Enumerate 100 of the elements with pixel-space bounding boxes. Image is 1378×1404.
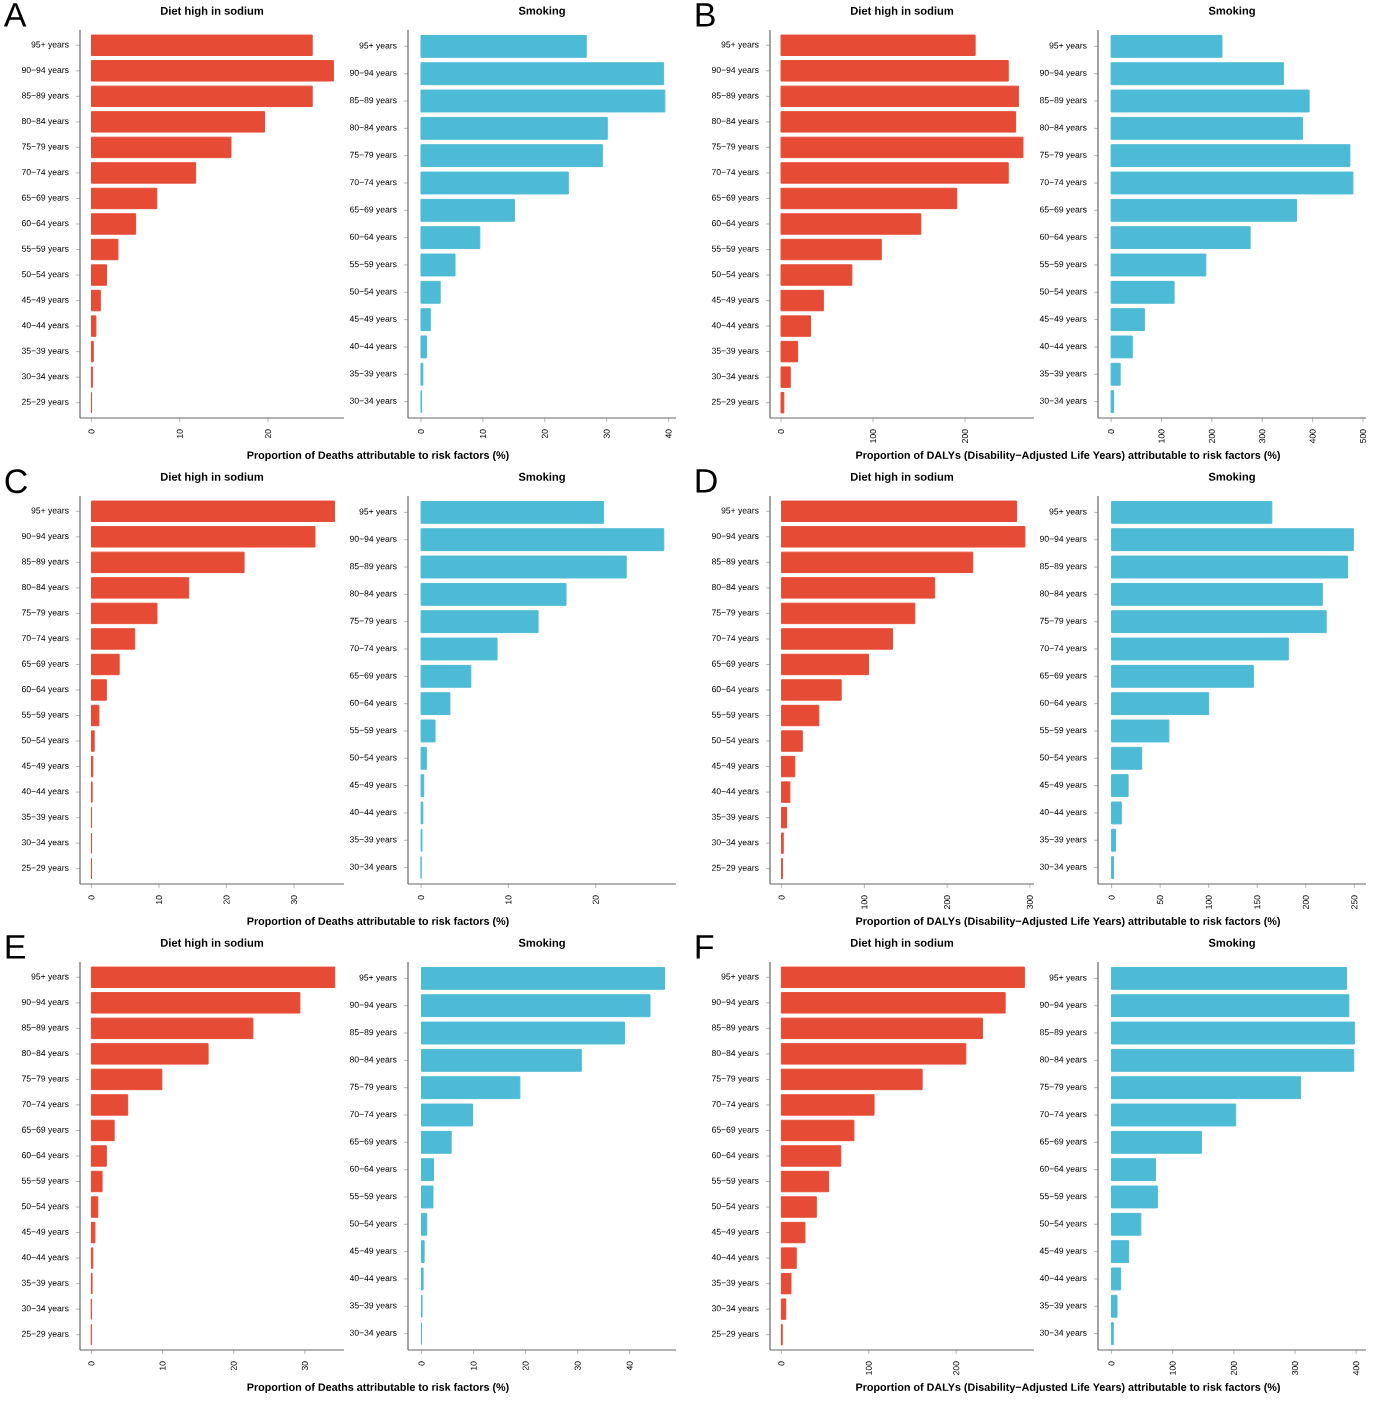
bar xyxy=(420,692,451,716)
bar xyxy=(90,136,232,159)
bar xyxy=(90,500,336,523)
bar xyxy=(420,116,608,140)
bar xyxy=(420,89,666,113)
bar xyxy=(1110,966,1347,990)
bar xyxy=(780,340,799,363)
bar xyxy=(781,704,820,727)
bar xyxy=(90,238,119,261)
bar xyxy=(1111,500,1273,524)
bar xyxy=(420,746,427,770)
bar xyxy=(1110,1021,1355,1045)
bar xyxy=(780,34,976,57)
bar xyxy=(780,1170,830,1193)
bar xyxy=(1111,746,1143,770)
bar xyxy=(90,264,107,286)
bar xyxy=(420,198,515,222)
bar xyxy=(1111,801,1122,825)
bar xyxy=(1110,335,1133,359)
bar xyxy=(1110,1240,1130,1264)
bar xyxy=(420,171,569,195)
bar xyxy=(780,289,824,312)
bar xyxy=(421,994,651,1018)
bar xyxy=(1110,253,1207,277)
bar xyxy=(1111,719,1170,743)
bar xyxy=(1110,144,1351,168)
bar xyxy=(780,162,1009,184)
bar xyxy=(1110,116,1304,140)
bar xyxy=(780,213,922,235)
bar xyxy=(1110,1158,1157,1182)
bar xyxy=(780,1145,842,1167)
bar xyxy=(90,315,97,337)
bar xyxy=(781,755,796,778)
bar xyxy=(1111,637,1289,661)
bar xyxy=(780,1068,923,1091)
bar xyxy=(1110,171,1354,195)
bar xyxy=(90,704,100,727)
bar xyxy=(1111,692,1210,716)
bar xyxy=(1110,1048,1355,1072)
bar xyxy=(420,144,603,168)
bar xyxy=(90,628,136,650)
bar xyxy=(420,719,436,743)
bar xyxy=(781,602,916,625)
bar xyxy=(1111,610,1327,634)
bar xyxy=(90,1145,107,1167)
bar xyxy=(780,315,811,337)
bar xyxy=(1110,1076,1302,1100)
bar xyxy=(421,966,666,990)
bar xyxy=(90,577,190,599)
bar xyxy=(90,187,158,210)
bar xyxy=(780,1298,787,1320)
bar xyxy=(421,1185,434,1209)
bar xyxy=(780,1119,855,1142)
bar xyxy=(781,577,936,599)
bar xyxy=(1111,774,1129,798)
bar xyxy=(1110,994,1350,1018)
bar xyxy=(420,62,665,86)
bar xyxy=(90,1119,115,1142)
bar xyxy=(90,111,266,133)
bar xyxy=(90,289,101,312)
bar xyxy=(780,1094,875,1116)
bar xyxy=(1111,555,1349,579)
bar xyxy=(420,582,567,606)
bar xyxy=(90,1068,163,1091)
bar xyxy=(781,781,791,803)
bar xyxy=(780,1196,817,1218)
bar xyxy=(781,679,842,701)
bar xyxy=(421,1048,582,1072)
bar xyxy=(780,136,1024,159)
bar xyxy=(420,226,481,250)
bar xyxy=(1110,198,1297,222)
bar xyxy=(420,610,539,634)
bar xyxy=(420,500,605,524)
bar xyxy=(421,1021,625,1045)
bar xyxy=(421,1212,428,1236)
bar xyxy=(420,528,665,552)
bar xyxy=(421,1130,452,1154)
bar xyxy=(420,555,627,579)
bar xyxy=(1110,1212,1142,1236)
bar xyxy=(90,1043,209,1065)
bar xyxy=(90,1196,99,1218)
bar xyxy=(780,1043,967,1065)
bar xyxy=(780,187,958,210)
bar xyxy=(1110,1103,1237,1127)
text: E xyxy=(6,935,25,959)
bar xyxy=(420,280,441,304)
bar xyxy=(90,653,120,676)
text: D xyxy=(696,469,717,493)
bar xyxy=(90,213,137,235)
bar xyxy=(421,1076,521,1100)
bar xyxy=(420,637,498,661)
bar xyxy=(420,308,431,332)
bar xyxy=(780,111,1017,133)
bar xyxy=(780,1221,806,1244)
bar xyxy=(1110,1130,1202,1154)
bar xyxy=(780,238,882,261)
bar xyxy=(1111,582,1323,606)
bar xyxy=(90,602,158,625)
bar xyxy=(781,653,869,676)
bar xyxy=(90,34,313,57)
